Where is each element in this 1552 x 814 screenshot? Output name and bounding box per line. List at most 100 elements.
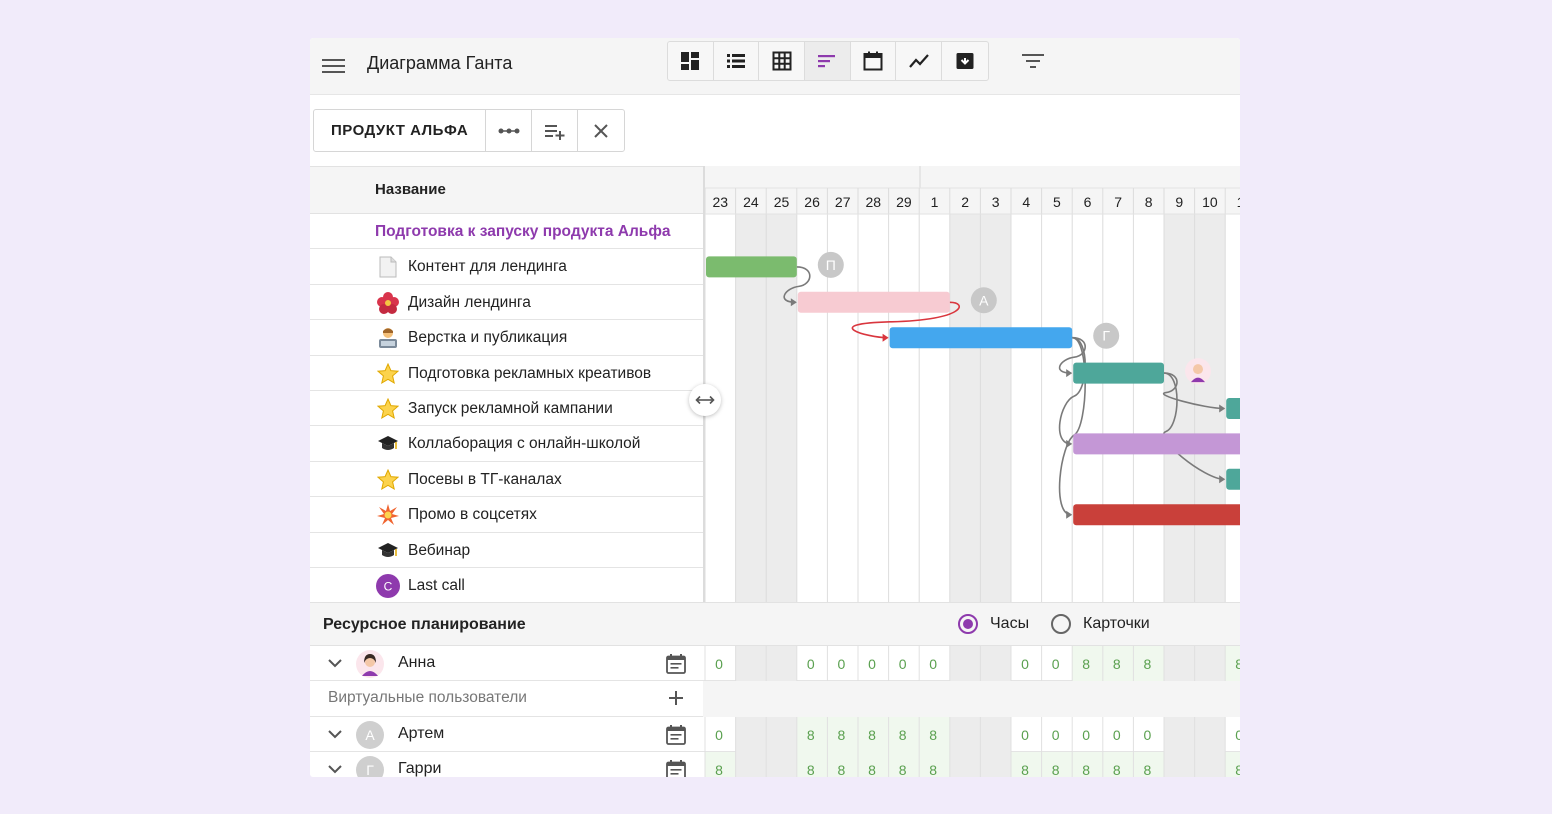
radio-checked-icon xyxy=(958,614,978,634)
archive-icon xyxy=(956,53,974,69)
hours-value: 8 xyxy=(929,727,937,743)
day-label: 10 xyxy=(1202,194,1218,210)
mode-cards-radio[interactable]: Карточки xyxy=(1051,614,1150,634)
star-icon xyxy=(376,397,400,421)
busy-cell xyxy=(1133,752,1164,777)
day-label: 8 xyxy=(1145,194,1153,210)
gantt-chart: 23242526272829123456789101ПАГ xyxy=(705,166,1240,602)
resource-row-info: Анна xyxy=(310,646,702,681)
task-row[interactable]: Посевы в ТГ-каналах xyxy=(310,462,704,498)
hours-value: 0 xyxy=(1082,727,1090,743)
calendar-note-icon[interactable] xyxy=(665,653,687,675)
hours-value: 8 xyxy=(1021,762,1029,777)
dependency-line xyxy=(1162,372,1225,481)
task-row[interactable]: Промо в соцсетях xyxy=(310,497,704,533)
busy-cell xyxy=(919,752,950,777)
assignee-avatar xyxy=(817,251,844,278)
busy-cell xyxy=(919,716,950,753)
avatar: А xyxy=(356,720,384,749)
resource-hours-cells: 8 8 8 8 8 8 8 8 8 8 8 8 xyxy=(703,752,1240,777)
filter-icon xyxy=(1022,54,1044,68)
avatar: Г xyxy=(356,756,384,777)
name-column-label: Название xyxy=(375,181,446,198)
assignee-avatar xyxy=(970,287,997,314)
weekend-cell xyxy=(766,716,797,753)
task-group-row[interactable]: Подготовка к запуску продукта Альфа xyxy=(310,214,704,250)
close-button[interactable] xyxy=(578,110,624,151)
timeline-header xyxy=(705,166,1240,214)
view-archive-button[interactable] xyxy=(942,42,988,80)
app-header: Диаграмма Ганта xyxy=(310,38,1240,95)
weekend-column xyxy=(766,214,797,602)
gantt-icon xyxy=(818,55,836,68)
calendar-icon xyxy=(863,51,883,71)
resource-hours-cells: 0 0 0 0 0 0 0 0 8 8 8 8 xyxy=(703,646,1240,682)
hamburger-menu-icon[interactable] xyxy=(322,54,346,78)
resource-name: Гарри xyxy=(398,760,442,777)
resource-row: Анна 0 0 0 0 0 0 0 0 8 8 8 8 xyxy=(310,646,1240,682)
project-name-button[interactable]: ПРОДУКТ АЛЬФА xyxy=(314,110,487,151)
view-calendar-button[interactable] xyxy=(851,42,897,80)
task-row[interactable]: Подготовка рекламных креативов xyxy=(310,356,704,391)
dependency-line xyxy=(1162,372,1225,410)
hours-value: 8 xyxy=(807,762,815,777)
filter-button[interactable] xyxy=(1020,49,1046,73)
view-gantt-button[interactable] xyxy=(805,42,851,80)
task-row[interactable]: Верстка и публикация xyxy=(310,320,704,356)
chevron-down-icon[interactable] xyxy=(326,725,344,743)
view-switcher xyxy=(667,41,989,81)
busy-cell xyxy=(827,716,858,753)
day-label: 5 xyxy=(1053,194,1061,210)
view-chart-button[interactable] xyxy=(896,42,943,80)
list-icon xyxy=(727,54,746,68)
task-row[interactable]: C Last call xyxy=(310,568,704,604)
chart-icon xyxy=(908,54,929,68)
add-task-button[interactable] xyxy=(532,110,579,151)
view-dashboard-button[interactable] xyxy=(668,42,714,80)
task-row[interactable]: Запуск рекламной кампании xyxy=(310,391,704,427)
hours-value: 8 xyxy=(807,727,815,743)
calendar-note-icon[interactable] xyxy=(665,724,687,746)
dependency-line xyxy=(851,301,960,339)
dependencies-button[interactable] xyxy=(486,110,533,151)
weekend-cell xyxy=(1164,646,1195,682)
task-list: Подготовка к запуску продукта Альфа Конт… xyxy=(310,214,704,604)
task-row[interactable]: Вебинар xyxy=(310,533,704,568)
assignee-avatar xyxy=(1093,322,1120,349)
weekend-cell xyxy=(735,752,767,777)
weekend-column xyxy=(1164,214,1195,602)
task-label: Вебинар xyxy=(408,541,471,559)
hours-value: 0 xyxy=(929,656,937,672)
chevron-down-icon[interactable] xyxy=(326,654,344,672)
calendar-note-icon[interactable] xyxy=(665,759,687,777)
hours-value: 0 xyxy=(899,656,907,672)
weekend-cell xyxy=(980,752,1011,777)
task-row[interactable]: Коллаборация с онлайн-школой xyxy=(310,426,704,462)
hours-value: 8 xyxy=(715,762,723,777)
task-row[interactable]: Контент для лендинга xyxy=(310,249,704,285)
resource-row-info: Г Гарри xyxy=(310,752,702,777)
dependency-line xyxy=(783,266,811,304)
task-bar xyxy=(1073,504,1240,526)
busy-cell xyxy=(888,716,920,753)
task-bar xyxy=(1073,433,1240,455)
busy-cell xyxy=(1011,752,1042,777)
dependency-arrow xyxy=(1066,510,1073,519)
view-list-button[interactable] xyxy=(714,42,760,80)
view-table-button[interactable] xyxy=(759,42,806,80)
day-label: 26 xyxy=(804,194,820,210)
resource-name: Артем xyxy=(398,724,445,742)
dependency-arrow xyxy=(882,333,889,342)
day-label: 24 xyxy=(743,194,759,210)
weekend-cell xyxy=(1194,716,1226,753)
virtual-users-row: Виртуальные пользователи xyxy=(310,681,1240,717)
name-column-header: Название xyxy=(310,166,704,214)
busy-cell xyxy=(1072,646,1103,682)
chevron-down-icon[interactable] xyxy=(326,760,344,777)
busy-cell xyxy=(858,752,889,777)
task-row[interactable]: Дизайн лендинга xyxy=(310,285,704,321)
resize-handle[interactable] xyxy=(689,384,721,416)
add-virtual-user-button[interactable] xyxy=(665,687,687,709)
mode-hours-radio[interactable]: Часы xyxy=(958,614,1029,634)
table-icon xyxy=(772,51,792,71)
